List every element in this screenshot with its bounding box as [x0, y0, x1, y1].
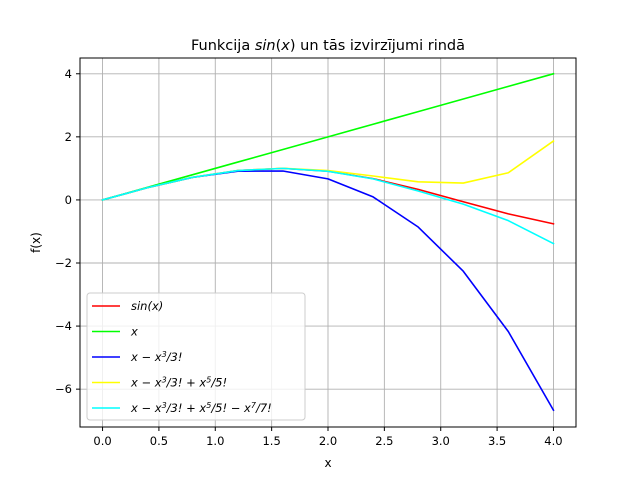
y-axis-label: f(x)	[29, 232, 43, 253]
series-line-4	[101, 167, 555, 245]
y-tick-label: −2	[55, 256, 72, 270]
x-tick-label: 0.0	[93, 434, 111, 448]
x-tick-label: 1.0	[206, 434, 224, 448]
x-tick-label: 3.0	[432, 434, 450, 448]
x-tick-label: 2.0	[319, 434, 337, 448]
y-tick-label: −4	[55, 319, 72, 333]
legend-label: x − x3/3!	[130, 350, 182, 365]
legend-box	[86, 292, 306, 421]
y-axis: −6 −4 −2 0 2 4	[55, 67, 80, 396]
x-tick-label: 1.5	[262, 434, 280, 448]
series-line-1	[101, 72, 555, 201]
x-axis: 0.0 0.5 1.0 1.5 2.0 2.5 3.0 3.5 4.0	[93, 427, 563, 448]
x-tick-label: 4.0	[544, 434, 562, 448]
x-axis-label: x	[324, 456, 331, 470]
x-tick-label: 2.5	[375, 434, 393, 448]
legend-label: x − x3/3! + x5/5! − x7/7!	[130, 401, 272, 416]
y-tick-label: 2	[65, 130, 72, 144]
legend-label: x	[130, 325, 138, 339]
series-group	[101, 72, 555, 412]
legend: sin(x) x x − x3/3! x − x3/3! + x5/5! x − x3/…	[86, 292, 306, 421]
y-tick-label: 4	[65, 67, 72, 81]
x-tick-label: 3.5	[488, 434, 506, 448]
y-tick-label: 0	[65, 193, 72, 207]
chart-title: Funkcija sin(x) un tās izvirzījumi rindā	[191, 38, 465, 54]
x-tick-label: 0.5	[150, 434, 168, 448]
legend-label: x − x3/3! + x5/5!	[130, 375, 227, 390]
legend-label: sin(x)	[131, 299, 163, 313]
y-tick-label: −6	[55, 382, 72, 396]
